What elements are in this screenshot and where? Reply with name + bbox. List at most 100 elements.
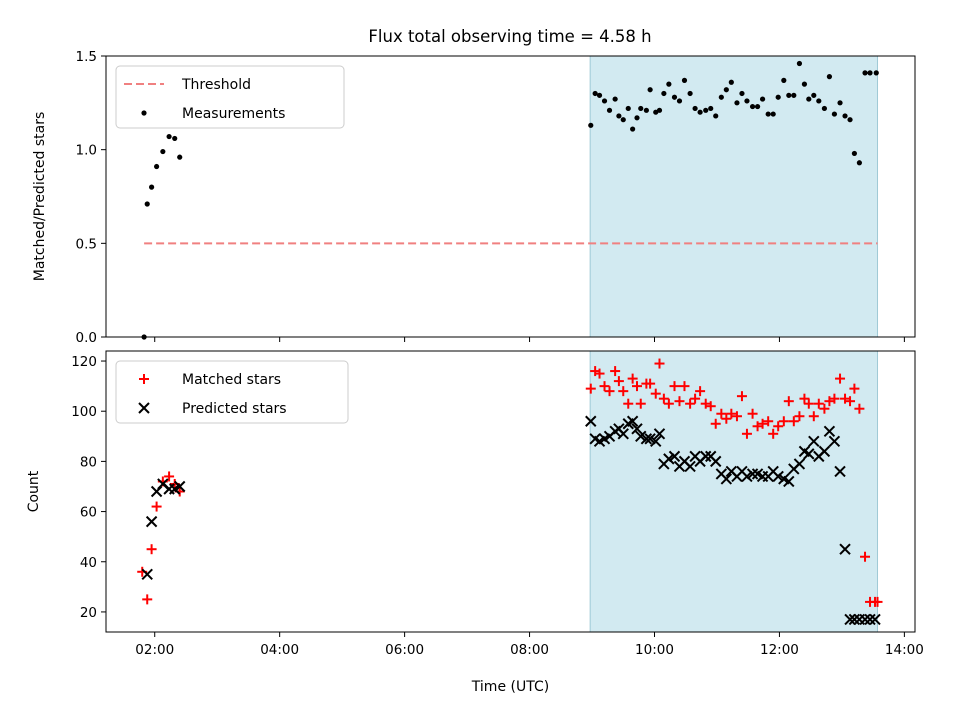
- measurement-point: [816, 98, 822, 104]
- measurement-point: [713, 113, 719, 119]
- measurement-point: [647, 87, 653, 93]
- predicted-point: [844, 613, 856, 626]
- matched-point: [860, 551, 871, 562]
- measurement-point: [765, 111, 771, 117]
- measurement-point: [744, 98, 750, 104]
- predicted-point: [668, 450, 681, 463]
- predicted-point: [720, 473, 733, 485]
- measurement-point: [177, 154, 183, 160]
- measurement-point: [801, 81, 808, 87]
- predicted-point: [823, 425, 836, 437]
- measurement-point: [867, 70, 873, 76]
- predicted-point: [741, 470, 753, 483]
- observing-window-span: [589, 55, 879, 338]
- y-tick-label: 80: [80, 454, 97, 470]
- measurement-point: [786, 92, 792, 98]
- predicted-point: [869, 613, 881, 626]
- predicted-point: [700, 450, 712, 463]
- predicted-point: [640, 433, 653, 445]
- time-x-axis-label: Time (UTC): [471, 679, 549, 695]
- measurement-point: [811, 92, 817, 98]
- predicted-point: [650, 435, 662, 448]
- count-y-axis-label: Count: [26, 470, 42, 512]
- predicted-point: [783, 475, 795, 488]
- legend-handle: [141, 110, 147, 116]
- predicted-point: [828, 435, 841, 448]
- matched-point: [627, 373, 638, 384]
- matched-point: [747, 408, 758, 419]
- measurement-point: [826, 74, 833, 80]
- matched-point: [690, 393, 701, 404]
- chart-title: Flux total observing time = 4.58 h: [368, 27, 651, 46]
- matched-point: [679, 381, 690, 392]
- measurement-point: [661, 90, 667, 97]
- ratio-panel-frame: [105, 55, 916, 338]
- measurement-point: [728, 79, 734, 85]
- matched-point: [854, 403, 865, 414]
- predicted-point: [839, 543, 851, 555]
- matched-point: [794, 411, 805, 422]
- predicted-point: [746, 468, 759, 480]
- predicted-point: [145, 515, 158, 528]
- predicted-point: [653, 428, 666, 440]
- matched-point: [635, 398, 646, 409]
- y-tick-label: 20: [80, 605, 97, 621]
- predicted-point: [141, 568, 153, 581]
- ratio-panel: 0.0 0.5 1.0 1.5 Matched/Predicted stars Thr…: [32, 49, 916, 346]
- measurement-point: [676, 98, 683, 104]
- matched-point: [695, 386, 706, 397]
- measurement-point: [588, 122, 594, 128]
- x-tick-label: 04:00: [260, 642, 299, 658]
- matched-point: [142, 594, 153, 605]
- predicted-point: [635, 430, 647, 443]
- matched-point: [585, 383, 596, 394]
- measurement-point: [620, 117, 626, 123]
- count-panel: 02:00 04:00 06:00 08:00 10:00 12:00 14:00 20 40 6…: [26, 350, 924, 695]
- matched-point: [778, 416, 789, 427]
- matched-point: [736, 391, 747, 402]
- legend-label: Threshold: [181, 77, 251, 93]
- measurement-point: [862, 70, 868, 76]
- matched-point: [726, 408, 737, 419]
- matched-point: [803, 398, 814, 409]
- measurement-point: [606, 107, 613, 113]
- measurement-point: [160, 148, 166, 155]
- matched-point: [768, 428, 779, 439]
- matched-point: [146, 544, 157, 555]
- measurement-point: [666, 81, 672, 87]
- measurement-point: [851, 150, 858, 157]
- predicted-point: [864, 613, 876, 626]
- ratio-legend: Threshold Measurements: [115, 65, 345, 129]
- matched-point: [650, 388, 661, 399]
- matched-point: [773, 421, 784, 432]
- legend-handle: [138, 402, 150, 414]
- matched-point: [599, 381, 610, 392]
- measurement-point: [831, 111, 838, 117]
- matched-point: [819, 403, 830, 414]
- matched-point: [731, 411, 742, 422]
- measurement-point: [601, 98, 608, 104]
- matched-point: [783, 396, 794, 407]
- measurement-point: [612, 96, 618, 102]
- matched-point: [610, 366, 621, 377]
- matched-point: [594, 368, 605, 379]
- matched-point: [658, 393, 669, 404]
- matched-point: [632, 381, 643, 392]
- measurement-point: [592, 90, 598, 97]
- matched-point: [151, 501, 162, 512]
- series-matched-stars: [137, 358, 883, 607]
- y-tick-label: 1.0: [76, 143, 97, 159]
- legend-label: Predicted stars: [182, 401, 287, 417]
- matched-point: [716, 408, 727, 419]
- matched-point: [654, 358, 665, 369]
- measurement-point: [781, 77, 787, 83]
- predicted-point: [818, 445, 831, 458]
- measurement-point: [842, 113, 848, 119]
- predicted-point: [848, 613, 861, 626]
- count-panel-frame: [105, 350, 916, 633]
- matched-point: [741, 428, 752, 439]
- matched-point: [835, 373, 846, 384]
- predicted-point: [631, 423, 643, 435]
- y-tick-label: 1.5: [76, 49, 97, 65]
